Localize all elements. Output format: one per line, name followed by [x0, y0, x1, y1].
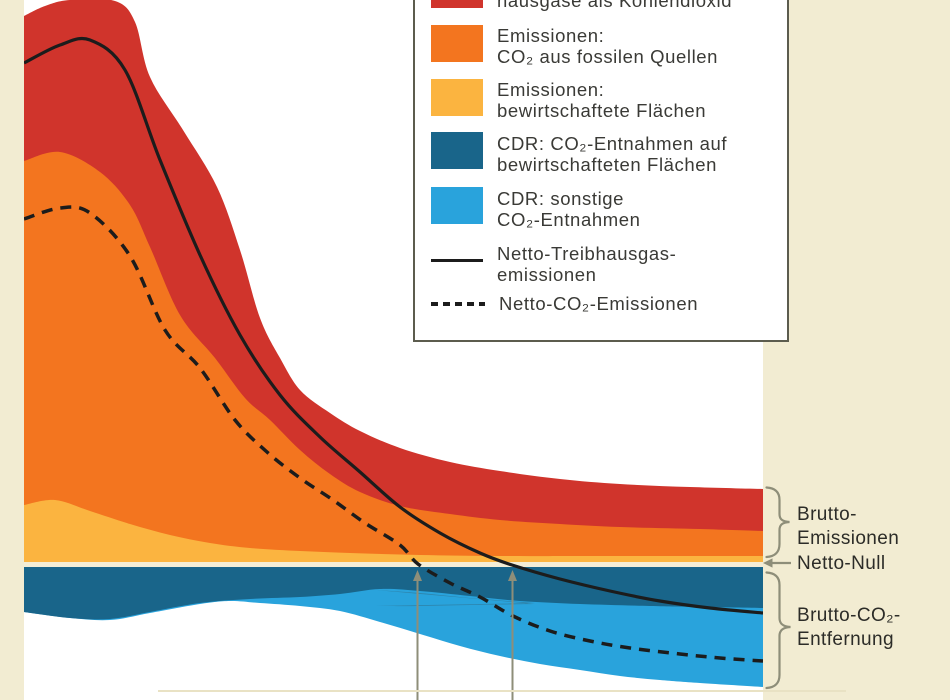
label-brutto-co2-entfernung: Brutto-CO₂- Entfernung [797, 604, 901, 652]
legend-swatch-blue [431, 187, 483, 224]
legend: hausgase als Kohlendioxid Emissionen: CO… [413, 0, 789, 342]
label-line: Brutto- [797, 504, 857, 525]
cropped-baseline [158, 690, 846, 692]
legend-label: CDR: sonstige [497, 188, 625, 209]
arrow-head-icon [413, 570, 422, 581]
legend-item-other-ghg: hausgase als Kohlendioxid [431, 0, 732, 12]
area-cdr-managed-land [24, 567, 763, 620]
zero-crossing-arrow-1 [413, 570, 422, 700]
label-line: Netto-Null [797, 553, 886, 574]
area-co2-fossil-emissions [24, 151, 763, 563]
legend-label: CDR: CO₂-Entnahmen auf [497, 133, 728, 154]
legend-label: Netto-CO₂-Emissionen [499, 293, 699, 314]
line-net-co2 [24, 205, 763, 663]
legend-swatch-teal [431, 132, 483, 169]
legend-item-net-ghg: Netto-Treibhausgas- emissionen [431, 243, 677, 285]
legend-label: Netto-Treibhausgas- [497, 243, 677, 264]
legend-label: hausgase als Kohlendioxid [497, 0, 733, 11]
legend-swatch-orange [431, 25, 483, 62]
legend-item-co2-fossil: Emissionen: CO₂ aus fossilen Quellen [431, 25, 718, 67]
legend-item-cdr-managed-land: CDR: CO₂-Entnahmen auf bewirtschafteten … [431, 132, 727, 175]
legend-label: Emissionen: [497, 25, 605, 46]
label-line: Entfernung [797, 629, 894, 650]
legend-item-net-co2: Netto-CO₂-Emissionen [431, 293, 699, 315]
label-netto-null: Netto-Null [797, 552, 885, 576]
legend-swatch-yellow [431, 79, 483, 116]
legend-item-cdr-other: CDR: sonstige CO₂-Entnahmen [431, 187, 641, 230]
legend-label: bewirtschafteten Flächen [497, 153, 718, 175]
dashed-line-sample-icon [431, 302, 485, 306]
legend-label: CO₂ aus fossilen Quellen [497, 45, 719, 67]
legend-label: Emissionen: [497, 79, 605, 100]
label-brutto-emissionen: Brutto- Emissionen [797, 503, 899, 551]
legend-label: emissionen [497, 263, 597, 285]
arrow-head-icon [508, 570, 517, 581]
legend-label: CO₂-Entnahmen [497, 208, 641, 230]
netto-null-line [24, 562, 763, 567]
legend-label: bewirtschaftete Flächen [497, 99, 707, 121]
label-line: Brutto-CO₂- [797, 605, 901, 626]
label-line: Emissionen [797, 528, 900, 549]
line-net-ghg [24, 36, 763, 615]
zero-crossing-arrow-2 [508, 570, 517, 700]
solid-line-sample-icon [431, 259, 483, 263]
legend-item-managed-land: Emissionen: bewirtschaftete Flächen [431, 79, 706, 121]
area-managed-land-emissions [24, 499, 763, 562]
legend-swatch-red [431, 0, 483, 8]
